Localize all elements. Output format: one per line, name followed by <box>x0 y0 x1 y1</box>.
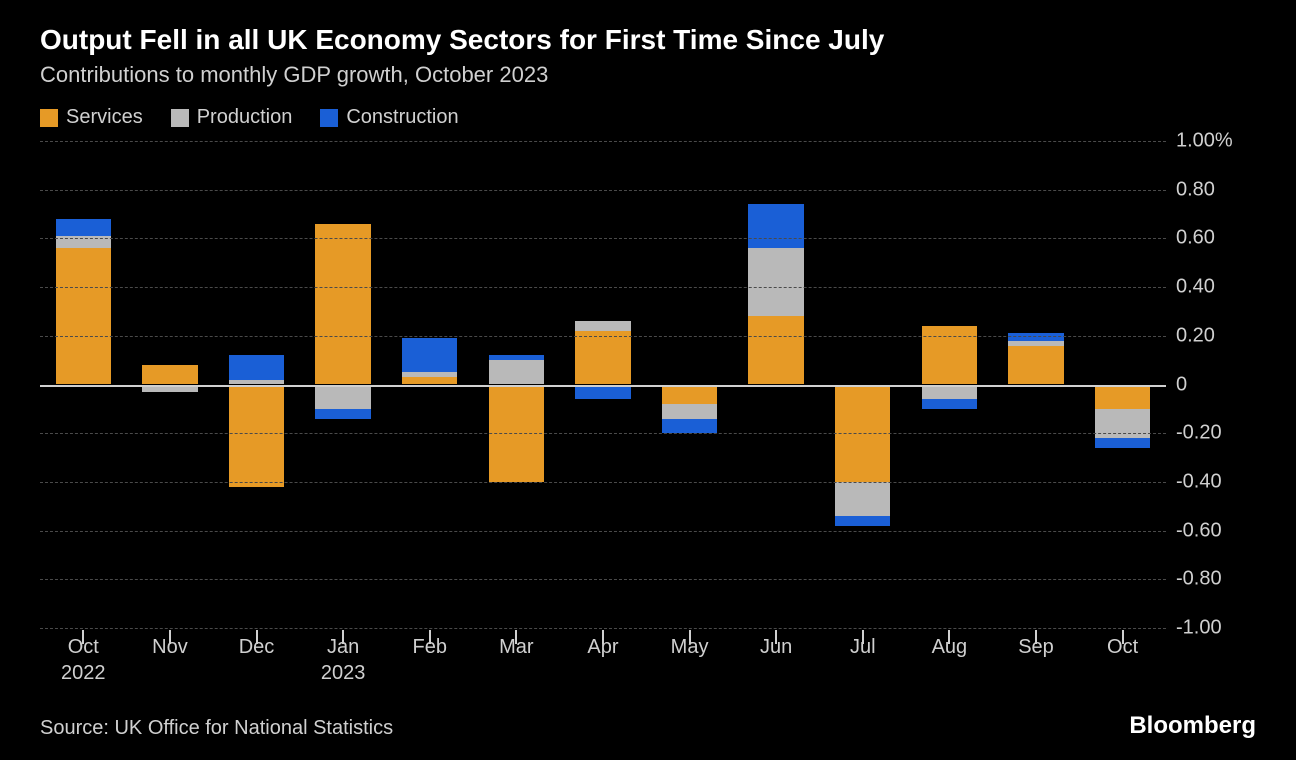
x-tick-mark <box>169 630 171 644</box>
bar-segment-services <box>402 377 457 384</box>
bar-segment-production <box>662 404 717 419</box>
grid-line <box>40 628 1166 629</box>
bar-segment-services <box>1095 385 1150 409</box>
y-tick-label: -1.00 <box>1176 617 1222 640</box>
bar-segment-production <box>315 385 370 409</box>
y-tick-label: 0.80 <box>1176 178 1215 201</box>
chart-title: Output Fell in all UK Economy Sectors fo… <box>40 24 1256 56</box>
bar-segment-services <box>662 385 717 404</box>
x-tick-mark <box>602 630 604 644</box>
y-tick-label: -0.20 <box>1176 422 1222 445</box>
bar-segment-services <box>1008 346 1063 385</box>
x-tick-mark <box>1035 630 1037 644</box>
x-tick-mark <box>515 630 517 644</box>
legend-swatch <box>171 109 189 127</box>
legend-label: Services <box>66 106 143 129</box>
grid-line <box>40 531 1166 532</box>
x-tick-mark <box>775 630 777 644</box>
bar-segment-construction <box>835 516 890 526</box>
y-tick-label: -0.80 <box>1176 568 1222 591</box>
legend-swatch <box>320 109 338 127</box>
bar-segment-construction <box>315 409 370 419</box>
chart-subtitle: Contributions to monthly GDP growth, Oct… <box>40 62 1256 88</box>
bar-segment-services <box>56 248 111 384</box>
y-tick-label: -0.60 <box>1176 519 1222 542</box>
chart-area: 1.00%0.800.600.400.200-0.20-0.40-0.60-0.… <box>40 141 1256 628</box>
bar-segment-construction <box>575 385 630 400</box>
bar-segment-production <box>402 372 457 377</box>
bar-segment-construction <box>1095 438 1150 448</box>
y-tick-label: 1.00% <box>1176 130 1233 153</box>
legend-item: Services <box>40 106 143 129</box>
zero-line <box>40 385 1166 387</box>
bar-segment-production <box>489 360 544 384</box>
y-tick-label: 0.40 <box>1176 276 1215 299</box>
x-tick-mark <box>429 630 431 644</box>
bar-segment-services <box>748 316 803 384</box>
legend-label: Construction <box>346 106 458 129</box>
grid-line <box>40 238 1166 239</box>
bar-segment-production <box>1008 341 1063 346</box>
bar-segment-production <box>922 385 977 400</box>
x-tick-mark <box>862 630 864 644</box>
brand-logo: Bloomberg <box>1129 712 1256 740</box>
y-tick-label: 0.60 <box>1176 227 1215 250</box>
bar-segment-production <box>575 321 630 331</box>
legend: Services Production Construction <box>40 106 1256 129</box>
bar-segment-services <box>315 224 370 385</box>
x-tick-mark <box>689 630 691 644</box>
grid-line <box>40 141 1166 142</box>
plot-area <box>40 141 1166 628</box>
bar-segment-services <box>229 385 284 487</box>
x-tick-mark <box>948 630 950 644</box>
bar-segment-construction <box>1008 333 1063 340</box>
bar-segment-construction <box>748 204 803 248</box>
source-text: Source: UK Office for National Statistic… <box>40 717 393 740</box>
x-tick-mark <box>342 630 344 644</box>
y-tick-label: 0.20 <box>1176 324 1215 347</box>
grid-line <box>40 190 1166 191</box>
grid-line <box>40 336 1166 337</box>
legend-item: Construction <box>320 106 458 129</box>
bar-segment-services <box>575 331 630 385</box>
bar-segment-construction <box>922 399 977 409</box>
grid-line <box>40 287 1166 288</box>
bar-segment-construction <box>662 419 717 434</box>
y-axis: 1.00%0.800.600.400.200-0.20-0.40-0.60-0.… <box>1166 141 1256 628</box>
grid-line <box>40 579 1166 580</box>
bar-segment-production <box>748 248 803 316</box>
x-tick-mark <box>82 630 84 644</box>
x-tick-mark <box>1122 630 1124 644</box>
bar-segment-construction <box>402 338 457 372</box>
grid-line <box>40 433 1166 434</box>
bar-segment-services <box>142 365 197 384</box>
y-tick-label: 0 <box>1176 373 1187 396</box>
bar-segment-production <box>835 482 890 516</box>
bar-segment-construction <box>56 219 111 236</box>
bar-segment-construction <box>489 355 544 360</box>
legend-item: Production <box>171 106 293 129</box>
legend-swatch <box>40 109 58 127</box>
bar-segment-construction <box>229 355 284 379</box>
y-tick-label: -0.40 <box>1176 470 1222 493</box>
legend-label: Production <box>197 106 293 129</box>
grid-line <box>40 482 1166 483</box>
x-tick-mark <box>256 630 258 644</box>
